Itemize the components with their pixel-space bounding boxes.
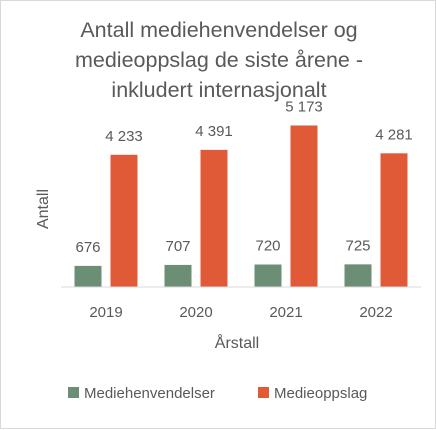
- legend-swatch-medieoppslag: [258, 387, 269, 398]
- chart-title-line-3: inkludert internasjonalt: [111, 78, 327, 102]
- legend: Mediehenvendelser Medieoppslag: [68, 385, 367, 402]
- bar-mediehenvendelser-2019: [74, 265, 102, 287]
- legend-label-medieoppslag: Medieoppslag: [274, 385, 367, 402]
- chart-title-line-1: Antall mediehenvendelser og: [80, 18, 358, 42]
- labels-layer: 676 4 233 707 4 391 720 5 173 725 4 281: [75, 98, 412, 255]
- bar-medieoppslag-2021: [290, 125, 318, 288]
- bars-layer: [74, 125, 408, 288]
- x-axis-title: Årstall: [215, 333, 259, 352]
- data-label-mediehenvendelser-2019: 676: [75, 239, 100, 256]
- bar-medieoppslag-2019: [110, 154, 138, 287]
- data-label-medieoppslag-2021: 5 173: [285, 98, 323, 115]
- y-axis-title: Antall: [35, 189, 52, 229]
- chart-title: Antall mediehenvendelser og medieoppslag…: [1, 15, 436, 105]
- x-tick-label-2022: 2022: [359, 304, 392, 321]
- legend-label-mediehenvendelser: Mediehenvendelser: [84, 385, 215, 402]
- data-label-mediehenvendelser-2022: 725: [345, 237, 370, 254]
- data-label-mediehenvendelser-2021: 720: [255, 238, 280, 255]
- bar-mediehenvendelser-2021: [254, 264, 282, 287]
- x-tick-label-2019: 2019: [89, 304, 122, 321]
- x-tick-label-2021: 2021: [269, 304, 302, 321]
- chart-title-line-2: medieoppslag de siste årene -: [74, 48, 364, 72]
- x-tick-label-2020: 2020: [179, 304, 212, 321]
- data-label-medieoppslag-2019: 4 233: [105, 128, 143, 145]
- legend-swatch-mediehenvendelser: [68, 387, 79, 398]
- data-label-mediehenvendelser-2020: 707: [165, 238, 190, 255]
- bar-mediehenvendelser-2020: [164, 264, 192, 287]
- data-label-medieoppslag-2022: 4 281: [375, 126, 413, 143]
- bar-mediehenvendelser-2022: [344, 264, 372, 287]
- ticks-layer: 2019 2020 2021 2022: [89, 304, 392, 321]
- bar-medieoppslag-2020: [200, 149, 228, 287]
- data-label-medieoppslag-2020: 4 391: [195, 123, 233, 140]
- bar-medieoppslag-2022: [380, 153, 408, 287]
